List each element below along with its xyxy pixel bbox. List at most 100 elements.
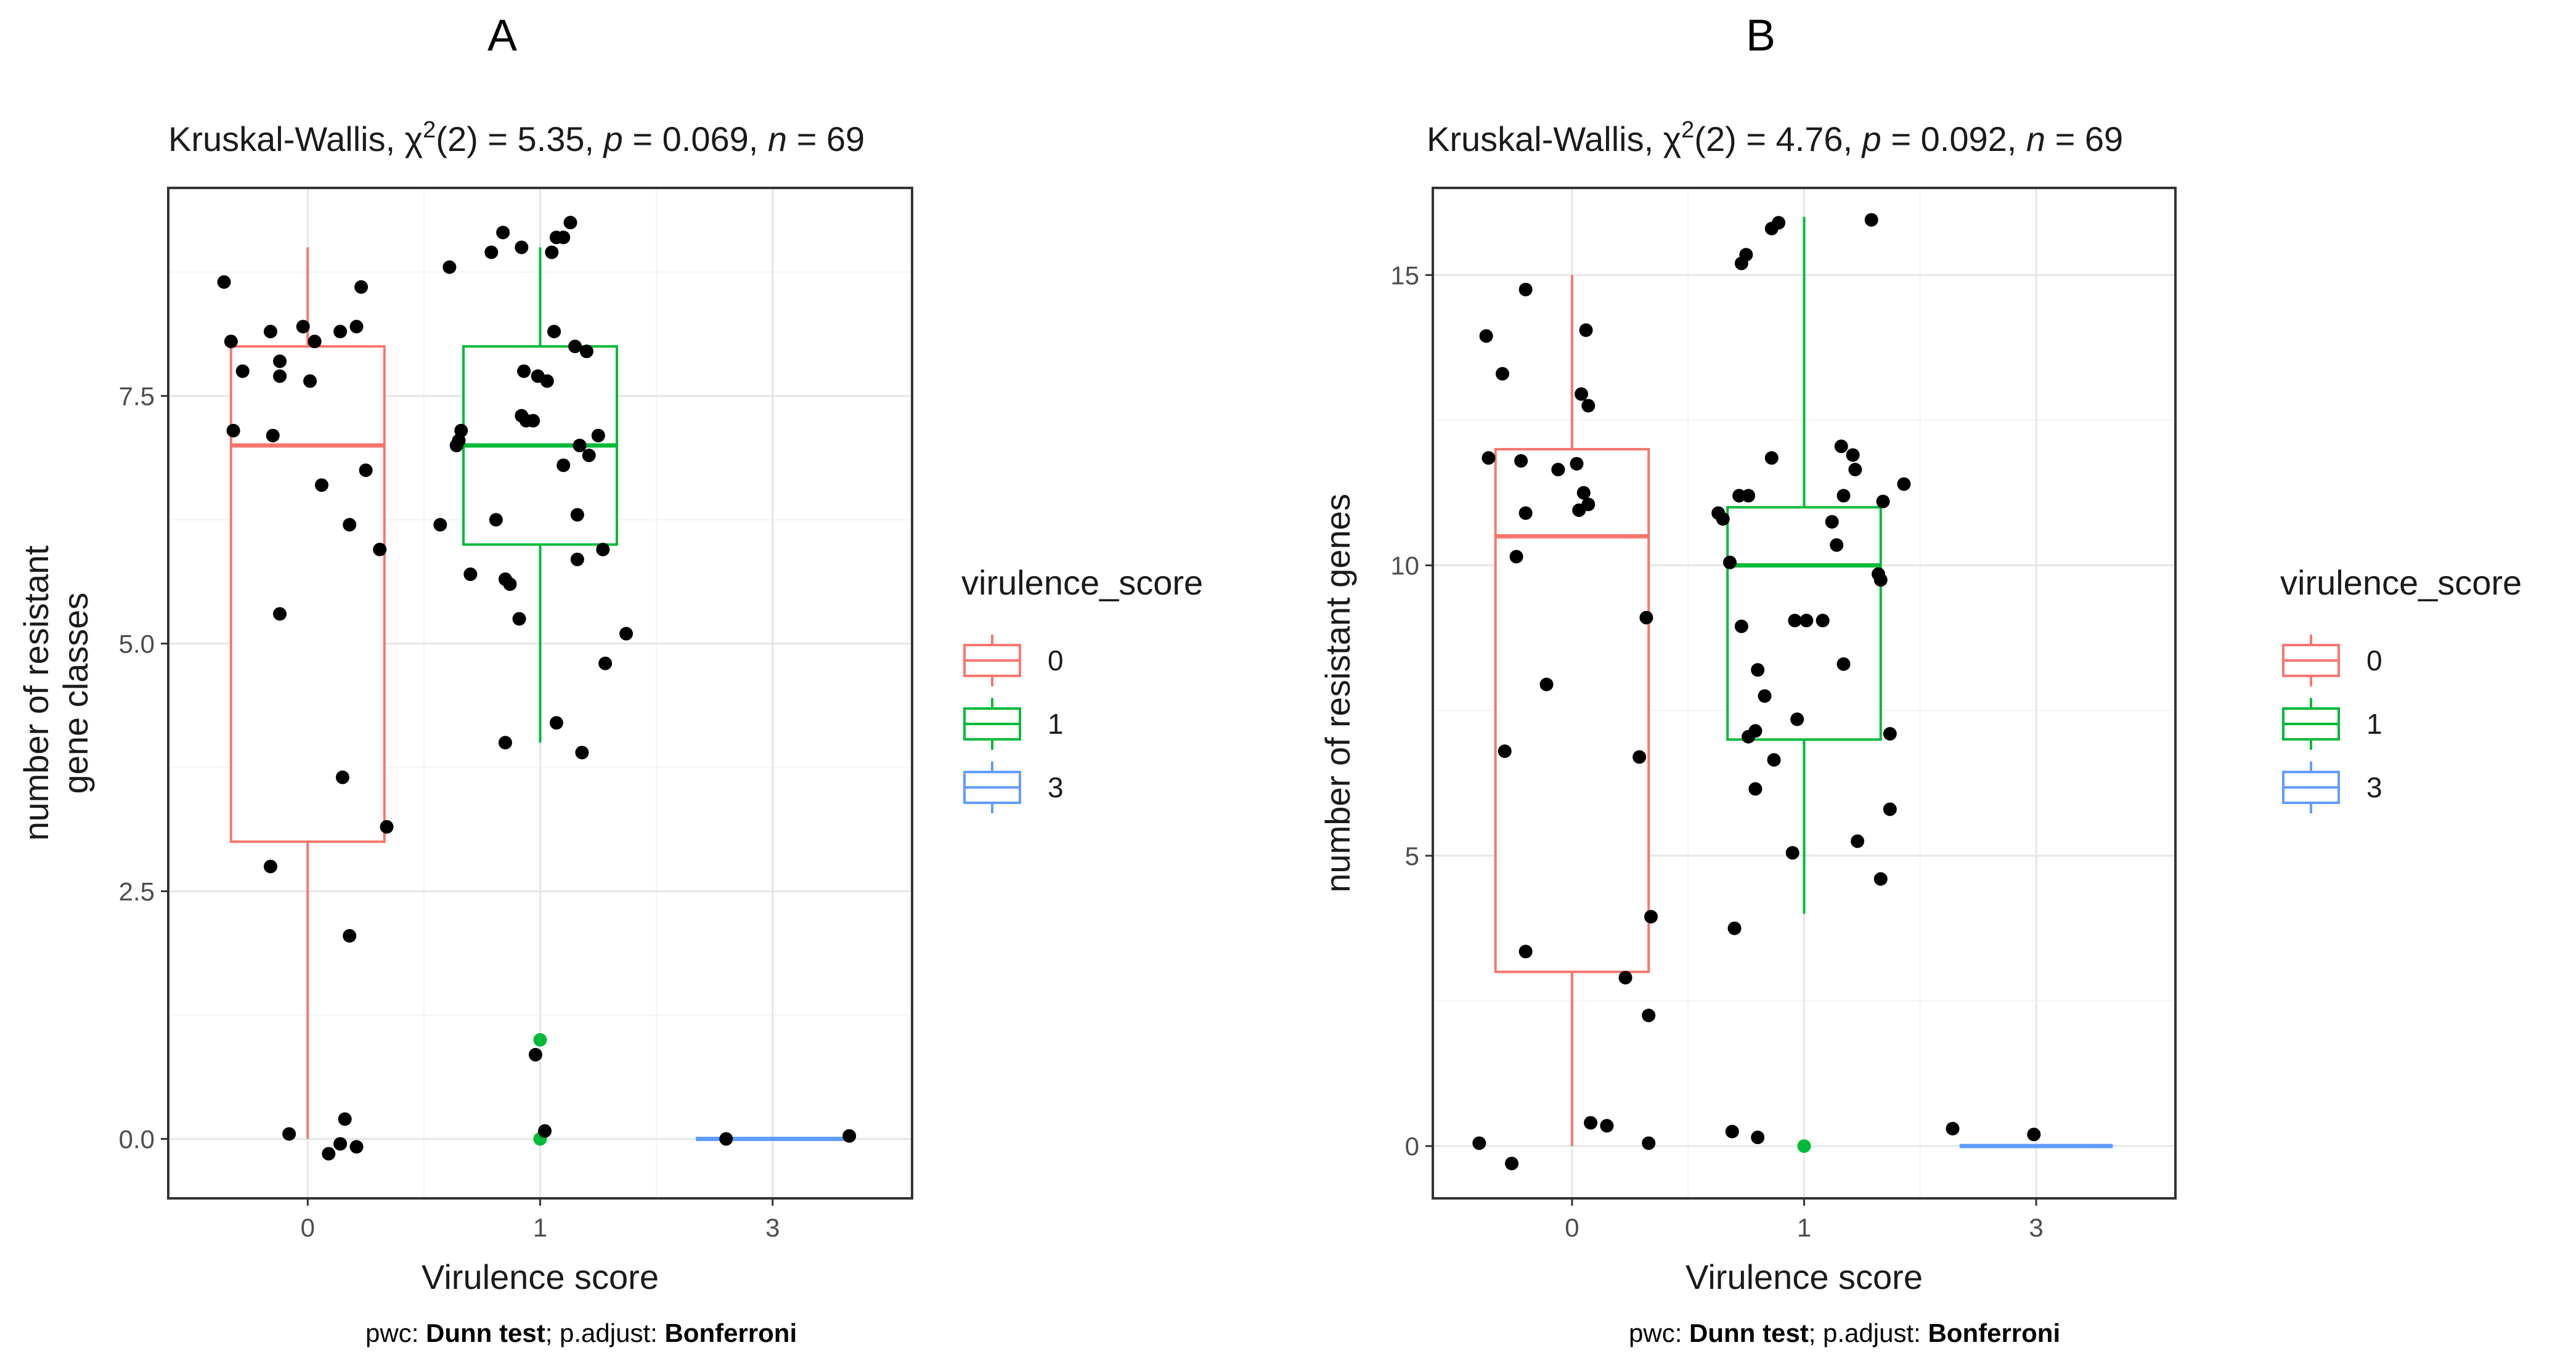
data-point: [433, 518, 447, 532]
legend-entry-3: 3: [2282, 762, 2382, 813]
legend-label: 0: [2366, 644, 2382, 676]
data-point: [1509, 550, 1523, 564]
data-point: [373, 542, 387, 556]
data-point: [573, 439, 587, 453]
data-point: [1505, 1156, 1519, 1171]
data-point: [303, 374, 317, 388]
data-point: [349, 320, 364, 334]
data-point: [463, 567, 478, 582]
data-point: [556, 230, 571, 245]
title-n-value: = 69: [787, 120, 865, 158]
data-point: [1883, 802, 1897, 816]
data-point: [1575, 387, 1588, 401]
data-point: [598, 656, 613, 670]
data-point: [1572, 503, 1586, 518]
legend: virulence_score 0 1 3: [961, 563, 1203, 813]
y-axis-title-line: gene classes: [56, 593, 95, 794]
title-p: p: [1861, 120, 1881, 158]
outlier-point: [1797, 1139, 1811, 1153]
data-points: [1472, 213, 2041, 1171]
data-point: [1742, 729, 1756, 744]
caption-adjust: Bonferroni: [1928, 1318, 2060, 1347]
x-axis-title: Virulence score: [422, 1257, 659, 1296]
data-point: [1846, 448, 1860, 462]
data-points: [217, 216, 857, 1161]
data-point: [1742, 489, 1756, 503]
title-superscript: 2: [423, 117, 436, 143]
data-point: [1639, 611, 1653, 625]
x-tick-label: 3: [2029, 1213, 2043, 1242]
data-point: [1725, 1124, 1739, 1139]
data-point: [217, 275, 231, 289]
data-point: [354, 280, 369, 294]
data-point: [1570, 457, 1584, 471]
y-tick-label: 15: [1390, 261, 1419, 290]
data-point: [1723, 555, 1737, 569]
legend-label: 3: [1048, 771, 1064, 803]
data-point: [1584, 1116, 1598, 1130]
data-point: [1514, 453, 1528, 468]
data-point: [282, 1127, 296, 1141]
data-point: [545, 245, 559, 259]
title-statistic: (2) = 5.35,: [436, 120, 603, 158]
data-point: [1788, 614, 1802, 628]
data-point: [498, 736, 512, 750]
data-point: [538, 1124, 552, 1138]
chart-title: Kruskal-Wallis, χ2(2) = 4.76, p = 0.092,…: [1427, 117, 2123, 158]
data-point: [308, 335, 322, 349]
y-tick-label: 2.5: [119, 877, 155, 906]
y-axis-title: number of resistantgene classes: [17, 545, 95, 841]
title-p-value: = 0.092,: [1881, 120, 2026, 158]
data-point: [1816, 614, 1830, 628]
data-point: [563, 216, 577, 230]
boxplots: [1494, 217, 2113, 1153]
data-point: [1579, 323, 1593, 337]
x-tick-label: 1: [533, 1213, 547, 1242]
data-point: [719, 1132, 733, 1146]
y-axis-title-line: number of resistant genes: [1318, 494, 1357, 892]
data-point: [333, 325, 348, 339]
data-point: [1851, 834, 1865, 848]
data-point: [1482, 451, 1496, 465]
title-n: n: [2026, 120, 2045, 158]
data-point: [1758, 689, 1772, 703]
data-point: [1642, 1009, 1656, 1023]
data-point: [526, 413, 540, 428]
data-point: [1518, 944, 1533, 959]
data-point: [1642, 1136, 1656, 1150]
x-tick-label: 1: [1797, 1213, 1811, 1242]
data-point: [343, 928, 357, 943]
data-point: [1576, 485, 1591, 500]
data-point: [449, 439, 463, 453]
title-superscript: 2: [1681, 117, 1694, 143]
data-point: [1873, 573, 1888, 587]
title-chi: χ: [1663, 120, 1681, 158]
caption-middle: ; p.adjust:: [545, 1318, 665, 1347]
data-point: [266, 428, 280, 442]
data-point: [322, 1147, 336, 1161]
caption-adjust: Bonferroni: [664, 1318, 797, 1347]
title-statistic: (2) = 4.76,: [1694, 120, 1862, 158]
data-point: [484, 245, 499, 259]
y-tick-label: 0: [1405, 1132, 1419, 1161]
caption-middle: ; p.adjust:: [1809, 1318, 1928, 1347]
data-point: [338, 1112, 352, 1126]
data-point: [1767, 753, 1781, 767]
legend-entry-0: 0: [2282, 635, 2382, 686]
data-point: [1764, 451, 1779, 465]
legend-entry-1: 1: [2282, 698, 2382, 750]
data-point: [1946, 1121, 1960, 1135]
data-point: [235, 364, 250, 378]
y-tick-label: 7.5: [119, 382, 155, 411]
data-point: [1836, 489, 1851, 503]
data-point: [343, 518, 357, 532]
data-point: [1836, 657, 1851, 671]
caption: pwc: Dunn test; p.adjust: Bonferroni: [1629, 1318, 2060, 1347]
data-point: [1632, 750, 1647, 764]
data-point: [335, 770, 349, 784]
legend-entry-1: 1: [963, 698, 1064, 750]
data-point: [296, 320, 310, 334]
data-point: [489, 513, 503, 527]
data-point: [314, 478, 328, 492]
